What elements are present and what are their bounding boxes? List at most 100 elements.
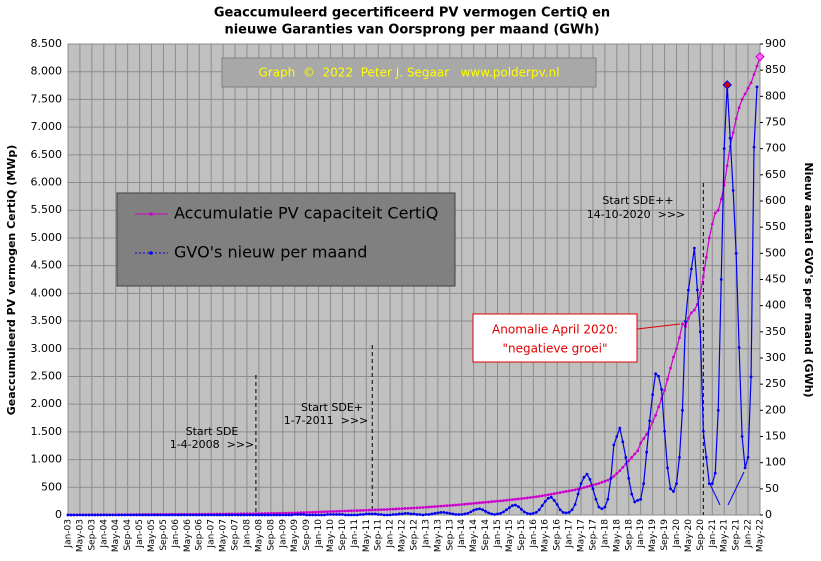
point [606, 478, 610, 482]
point [212, 513, 216, 517]
point [561, 510, 565, 514]
x-tick-label: Jan-18 [600, 519, 610, 549]
point [415, 513, 419, 516]
point [239, 513, 243, 517]
point [400, 512, 404, 516]
x-tick-label: Jan-20 [672, 519, 682, 549]
point [370, 512, 374, 516]
annotation: 14-10-2020 >>> [587, 208, 686, 221]
x-tick-label: May-05 [147, 519, 157, 552]
point [162, 513, 165, 517]
point [519, 507, 523, 511]
point [358, 513, 362, 516]
point [75, 513, 79, 517]
point [689, 311, 693, 315]
point [484, 500, 487, 504]
x-tick-label: May-16 [541, 519, 551, 552]
point [332, 510, 335, 513]
point [293, 513, 297, 516]
x-tick-label: Sep-11 [374, 519, 384, 551]
x-tick-label: Jan-07 [207, 519, 217, 549]
point [672, 490, 675, 493]
y-tick-label: 6.500 [31, 148, 63, 161]
y-axis-title: Geaccumuleerd PV vermogen CertiQ (MWp) [5, 145, 18, 416]
point [493, 500, 496, 503]
point [218, 513, 222, 517]
point [549, 492, 553, 496]
point [654, 372, 658, 376]
point [681, 408, 684, 412]
point [469, 502, 473, 506]
point [639, 497, 643, 501]
point [737, 346, 741, 349]
point [385, 513, 389, 517]
x-tick-label: Sep-19 [660, 519, 670, 551]
y2-tick-label: 200 [765, 403, 786, 416]
point [675, 482, 678, 485]
point [451, 503, 455, 507]
point [588, 484, 592, 488]
point [487, 511, 490, 515]
point [230, 513, 234, 517]
point [170, 513, 174, 517]
anomaly-box [472, 313, 638, 363]
y2-tick-label: 500 [765, 246, 786, 259]
point [633, 452, 637, 456]
point [564, 511, 568, 515]
point [123, 513, 127, 517]
y2-tick-label: 0 [765, 508, 772, 521]
point [546, 493, 550, 497]
point [755, 64, 759, 68]
point [179, 513, 183, 517]
point [114, 513, 118, 517]
point [418, 513, 422, 516]
point [284, 513, 288, 517]
legend-swatch-dot [149, 251, 153, 255]
point [150, 513, 153, 517]
point [403, 512, 407, 515]
point [514, 497, 517, 501]
point [388, 513, 392, 517]
point [341, 509, 344, 513]
point [752, 145, 756, 149]
y-tick-label: 1.500 [31, 425, 63, 438]
x-tick-label: Sep-18 [624, 519, 634, 551]
point [531, 512, 535, 515]
point [636, 498, 640, 502]
point [269, 513, 273, 517]
y-tick-label: 2.500 [31, 369, 63, 382]
point [361, 513, 365, 516]
y2-tick-label: 50 [765, 482, 779, 495]
chart-title: Geaccumuleerd gecertificeerd PV vermogen… [214, 6, 610, 21]
point [642, 437, 646, 440]
point [487, 500, 490, 504]
point [341, 513, 344, 516]
x-tick-label: Sep-08 [266, 519, 276, 551]
y-tick-label: 4.500 [31, 259, 63, 272]
point [361, 508, 365, 512]
point [153, 513, 156, 517]
point [645, 450, 649, 454]
point [400, 507, 404, 511]
point [445, 511, 449, 515]
x-tick-label: Sep-16 [553, 519, 563, 551]
y-tick-label: 5.500 [31, 203, 63, 216]
point [466, 512, 470, 515]
y-tick-label: 3.500 [31, 314, 63, 327]
y2-tick-label: 350 [765, 325, 786, 338]
point [206, 513, 210, 517]
point [627, 476, 631, 480]
point [636, 449, 640, 453]
point [439, 504, 443, 508]
x-tick-label: May-22 [756, 519, 766, 552]
point [93, 513, 97, 517]
point [335, 509, 338, 513]
point [725, 164, 729, 168]
point [531, 495, 535, 499]
x-tick-label: May-18 [612, 519, 622, 552]
point [746, 456, 750, 459]
point [502, 510, 505, 514]
point [704, 255, 708, 259]
point [710, 222, 714, 226]
point [627, 459, 631, 463]
